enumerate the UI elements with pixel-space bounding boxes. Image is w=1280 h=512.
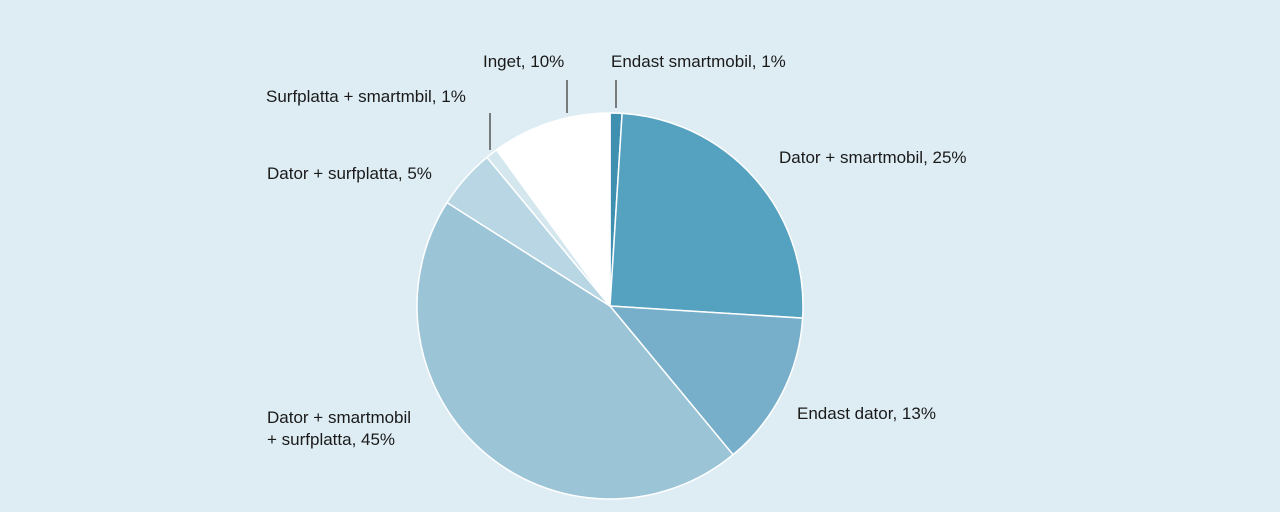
- label-line-2: + surfplatta, 45%: [267, 430, 396, 449]
- pie-slice-dator-smartmobil: [609, 112, 804, 319]
- label-dator-surfplatta: Dator + surfplatta, 5%: [267, 164, 432, 183]
- label-dator-smartmobil: Dator + smartmobil, 25%: [779, 148, 967, 167]
- pie-slice-dator-smartmobil-surfplatta: [416, 201, 735, 500]
- label-line-1: Dator + smartmobil: [267, 408, 412, 427]
- pie-slice-inget: [495, 112, 611, 309]
- label-endast-dator: Endast dator, 13%: [797, 404, 936, 423]
- label-dator-smartmobil-surfplatta: Dator + smartmobil + surfplatta, 45%: [267, 407, 411, 451]
- label-inget: Inget, 10%: [483, 52, 565, 71]
- pie-slice-endast-dator: [608, 305, 804, 456]
- label-endast-smartmobil: Endast smartmobil, 1%: [611, 52, 786, 71]
- label-surfplatta-smartmbil: Surfplatta + smartmbil, 1%: [266, 87, 466, 106]
